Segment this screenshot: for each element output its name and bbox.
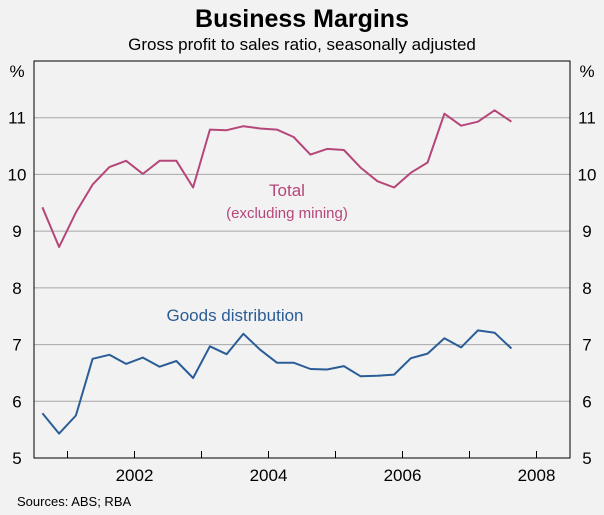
y-tick-left-9: 9 <box>12 222 21 241</box>
y-tick-right-10: 10 <box>578 165 597 184</box>
y-tick-left-10: 10 <box>8 165 27 184</box>
series-lines <box>41 109 513 435</box>
y-tick-right-7: 7 <box>582 336 591 355</box>
y-tick-left-5: 5 <box>12 449 21 468</box>
x-ticks <box>67 451 537 458</box>
x-tick-label-2002: 2002 <box>116 466 154 485</box>
y-tick-right-9: 9 <box>582 222 591 241</box>
source-note: Sources: ABS; RBA <box>17 494 131 509</box>
x-tick-label-2008: 2008 <box>518 466 556 485</box>
chart-title: Business Margins <box>195 5 409 33</box>
x-tick-label-2006: 2006 <box>384 466 422 485</box>
x-tick-label-2004: 2004 <box>250 466 288 485</box>
right-axis-unit: % <box>579 62 594 81</box>
y-tick-left-8: 8 <box>12 279 21 298</box>
total-series-label: Total <box>269 181 305 200</box>
y-tick-right-5: 5 <box>582 449 591 468</box>
y-tick-left-7: 7 <box>12 336 21 355</box>
total-series-sublabel: (excluding mining) <box>226 205 348 222</box>
chart-subtitle: Gross profit to sales ratio, seasonally … <box>128 35 476 54</box>
y-tick-labels: 5 5 6 6 7 7 8 8 9 9 10 10 11 11 <box>8 109 597 468</box>
y-tick-right-8: 8 <box>582 279 591 298</box>
goods-distribution-series-label: Goods distribution <box>166 306 303 325</box>
gridlines <box>34 117 570 402</box>
x-tick-labels: 2002 2004 2006 2008 <box>116 466 556 485</box>
plot-frame <box>33 60 571 459</box>
y-tick-left-11: 11 <box>8 109 26 128</box>
y-tick-right-11: 11 <box>578 109 596 128</box>
series-line-0 <box>41 109 512 248</box>
y-tick-right-6: 6 <box>582 392 591 411</box>
series-line-1 <box>41 329 513 435</box>
y-tick-left-6: 6 <box>12 392 21 411</box>
left-axis-unit: % <box>9 62 24 81</box>
